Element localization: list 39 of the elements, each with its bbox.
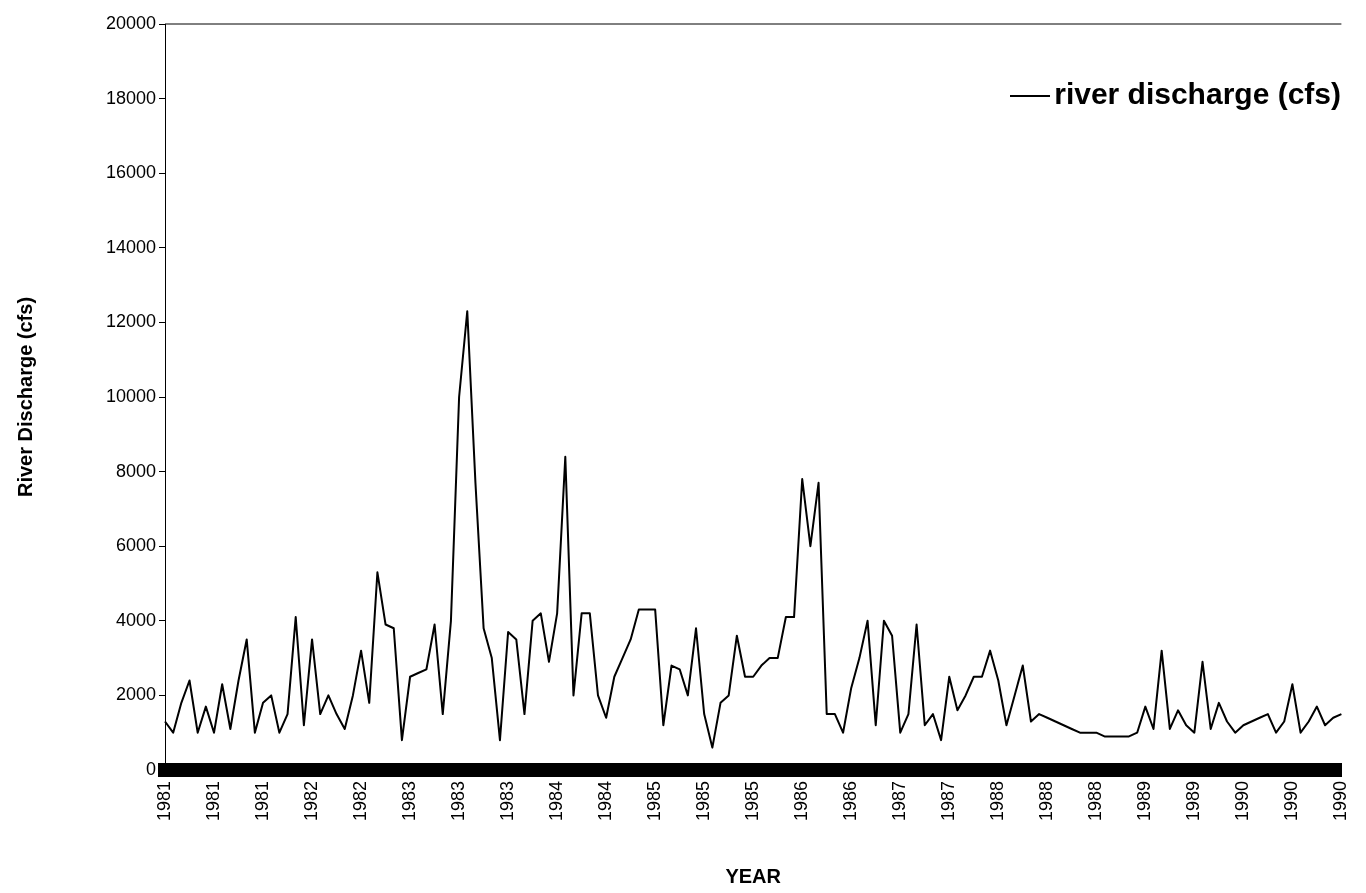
y-tick-label: 4000 <box>115 609 156 630</box>
x-tick-label: 1988 <box>987 781 1008 822</box>
x-tick-label: 1990 <box>1232 781 1253 822</box>
y-tick-label: 16000 <box>105 162 156 183</box>
legend-label: river discharge (cfs) <box>1054 77 1341 110</box>
x-axis-title: YEAR <box>725 864 782 887</box>
x-tick-label: 1988 <box>1036 781 1057 822</box>
y-axis-title: River Discharge (cfs) <box>13 296 36 498</box>
x-tick-label: 1987 <box>889 781 910 822</box>
x-tick-label: 1983 <box>448 781 469 822</box>
x-tick-label: 1982 <box>350 781 371 822</box>
x-tick-label: 1990 <box>1330 781 1351 822</box>
y-tick-label: 8000 <box>115 460 156 481</box>
x-tick-label: 1985 <box>644 781 665 822</box>
y-tick-label: 18000 <box>105 87 156 108</box>
x-tick-label: 1989 <box>1183 781 1204 822</box>
x-tick-label: 1981 <box>252 781 272 822</box>
y-tick-label: 20000 <box>105 12 156 33</box>
y-tick-label: 0 <box>145 758 156 779</box>
x-tick-label: 1984 <box>546 781 567 822</box>
y-tick-label: 2000 <box>115 684 156 705</box>
x-tick-label: 1981 <box>153 781 174 822</box>
x-tick-label: 1982 <box>301 781 322 822</box>
x-tick-label: 1985 <box>693 781 714 822</box>
y-tick-label: 12000 <box>105 311 156 332</box>
y-tick-label: 6000 <box>115 535 156 556</box>
y-tick-label: 10000 <box>105 385 156 406</box>
x-tick-label: 1984 <box>595 781 616 822</box>
x-tick-label: 1988 <box>1085 781 1106 822</box>
x-tick-label: 1985 <box>742 781 763 822</box>
y-tick-label: 14000 <box>105 236 156 257</box>
x-tick-label: 1986 <box>791 781 812 822</box>
x-tick-label: 1981 <box>202 781 223 822</box>
x-tick-label: 1989 <box>1134 781 1155 822</box>
x-tick-label: 1990 <box>1281 781 1302 822</box>
x-tick-label: 1987 <box>938 781 959 822</box>
x-tick-label: 1986 <box>840 781 861 822</box>
x-tick-label: 1983 <box>399 781 420 822</box>
x-tick-label: 1983 <box>497 781 518 822</box>
